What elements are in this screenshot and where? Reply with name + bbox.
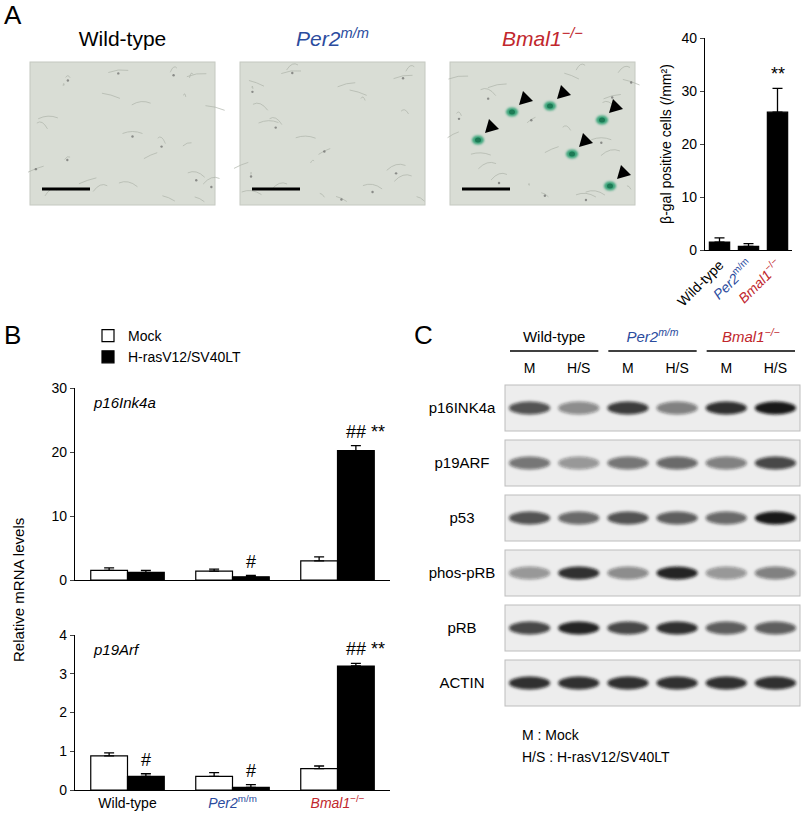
svg-text:Mock: Mock (128, 328, 162, 344)
svg-text:p19Arf: p19Arf (93, 641, 140, 658)
svg-text:Wild-type: Wild-type (79, 27, 167, 50)
svg-text:2: 2 (59, 704, 67, 720)
svg-text:p53: p53 (449, 509, 474, 526)
svg-text:Relative mRNA levels: Relative mRNA levels (10, 518, 27, 662)
svg-text:4: 4 (59, 627, 67, 643)
svg-text:Bmal1​−/−​: Bmal1​−/−​ (734, 255, 785, 306)
svg-text:10: 10 (51, 508, 67, 524)
svg-text:p16INK4a: p16INK4a (429, 399, 496, 416)
svg-text:Per2m/m: Per2m/m (296, 25, 369, 50)
svg-text:C: C (414, 320, 433, 350)
svg-text:A: A (4, 0, 22, 30)
svg-text:#: # (246, 552, 256, 572)
svg-text:#: # (141, 750, 151, 770)
svg-text:B: B (4, 320, 21, 350)
svg-text:pRB: pRB (447, 619, 476, 636)
svg-text:3: 3 (59, 666, 67, 682)
svg-text:Per2​m/m​: Per2​m/m​ (709, 255, 756, 302)
svg-text:#: # (246, 761, 256, 781)
svg-text:0: 0 (59, 572, 67, 588)
svg-text:H/S: H/S (567, 360, 590, 376)
svg-text:p16Ink4a: p16Ink4a (93, 394, 156, 411)
svg-text:0: 0 (59, 782, 67, 798)
svg-text:ACTIN: ACTIN (440, 674, 485, 691)
svg-text:## **: ## ** (346, 639, 385, 659)
svg-text:## **: ## ** (346, 422, 385, 442)
svg-text:**: ** (771, 64, 785, 84)
svg-text:40: 40 (681, 30, 697, 46)
svg-text:20: 20 (681, 136, 697, 152)
svg-text:p19ARF: p19ARF (434, 454, 489, 471)
svg-text:Bmal1−/−: Bmal1−/− (722, 326, 780, 345)
svg-text:M: M (622, 360, 634, 376)
svg-text:Wild-type: Wild-type (98, 795, 157, 811)
svg-text:Wild-type: Wild-type (674, 257, 727, 310)
svg-text:phos-pRB: phos-pRB (429, 564, 496, 581)
svg-text:Per2​m/m​: Per2​m/m​ (208, 793, 257, 811)
svg-text:H/S: H/S (665, 360, 688, 376)
svg-text:Bmal1−/−: Bmal1−/− (502, 25, 583, 50)
svg-text:0: 0 (689, 242, 697, 258)
svg-text:M: M (524, 360, 536, 376)
svg-text:M : Mock: M : Mock (522, 727, 580, 743)
svg-text:Wild-type: Wild-type (523, 328, 586, 345)
svg-text:Per2m/m: Per2m/m (626, 326, 678, 345)
svg-text:20: 20 (51, 444, 67, 460)
svg-text:1: 1 (59, 743, 67, 759)
svg-text:H/S : H-rasV12/SV40LT: H/S : H-rasV12/SV40LT (522, 749, 670, 765)
svg-text:10: 10 (681, 189, 697, 205)
svg-text:30: 30 (681, 83, 697, 99)
svg-text:Bmal1​−/−​: Bmal1​−/−​ (311, 793, 365, 811)
svg-text:H/S: H/S (764, 360, 787, 376)
svg-text:30: 30 (51, 380, 67, 396)
svg-text:H-rasV12/SV40LT: H-rasV12/SV40LT (128, 349, 241, 365)
svg-text:β-gal positive cells (/mm²): β-gal positive cells (/mm²) (658, 64, 674, 224)
svg-text:M: M (720, 360, 732, 376)
